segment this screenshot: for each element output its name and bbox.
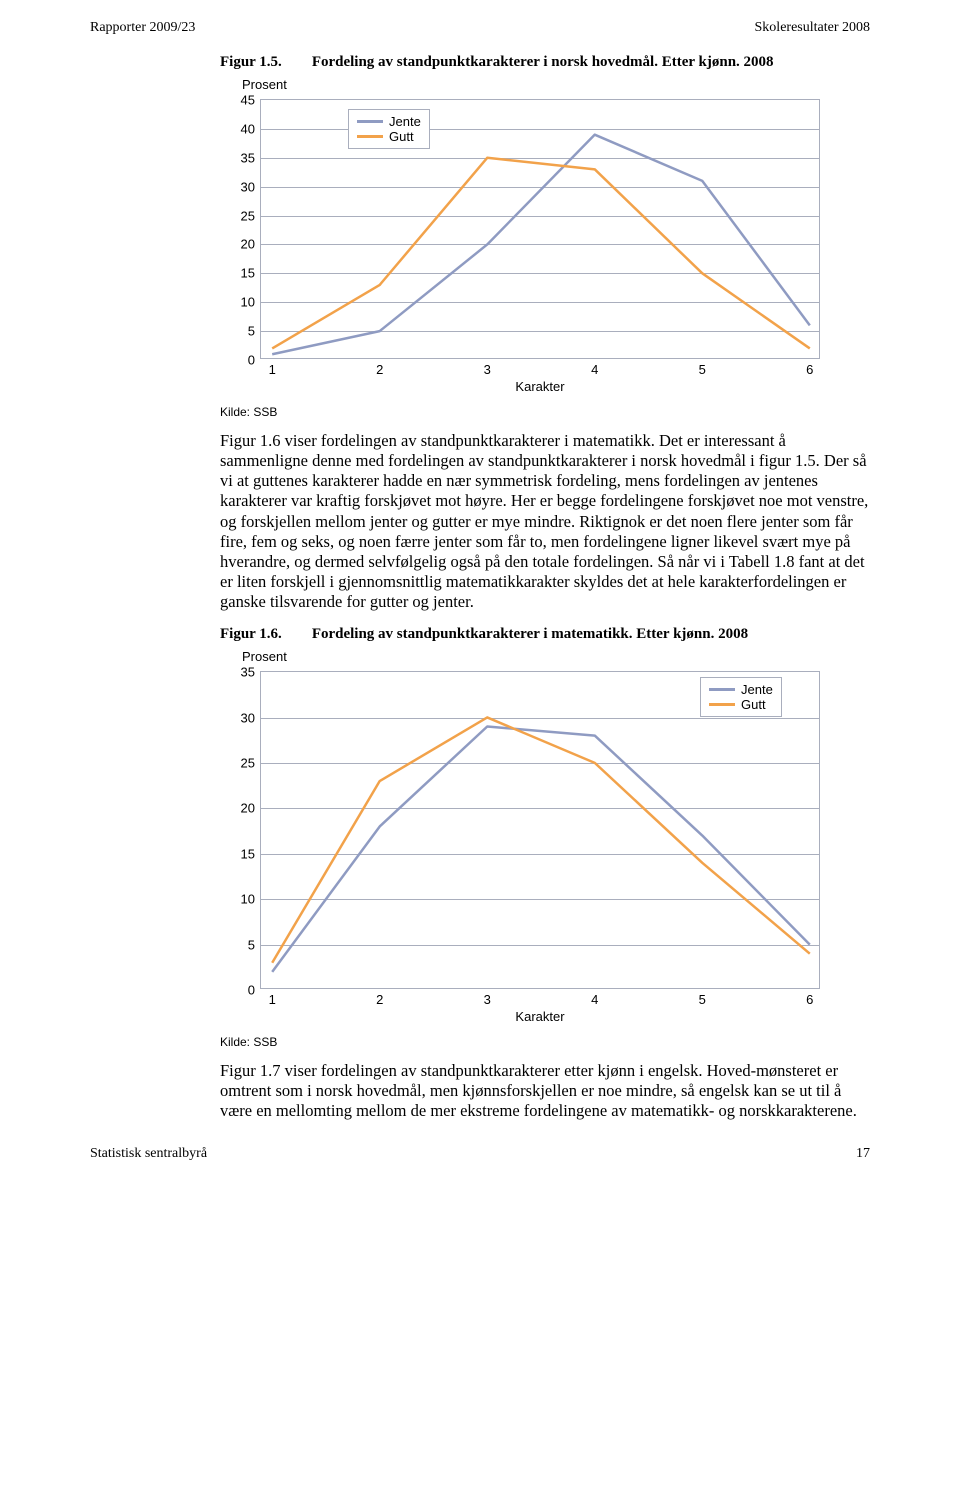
y-tick-label: 30 — [241, 179, 261, 194]
legend-label: Jente — [741, 682, 773, 697]
figure-label: Figur 1.6. — [220, 626, 282, 643]
legend-label: Gutt — [389, 129, 414, 144]
legend-item: Jente — [709, 682, 773, 697]
y-tick-label: 25 — [241, 208, 261, 223]
figure-1-6-title: Figur 1.6. Fordeling av standpunktkarakt… — [220, 626, 870, 643]
legend-label: Jente — [389, 114, 421, 129]
y-tick-label: 15 — [241, 846, 261, 861]
x-tick-label: 2 — [376, 988, 383, 1007]
x-tick-label: 4 — [591, 988, 598, 1007]
y-tick-label: 10 — [241, 892, 261, 907]
plot-area: 051015202530354045123456 — [260, 99, 820, 359]
y-axis-title: Prosent — [242, 77, 287, 92]
y-tick-label: 35 — [241, 665, 261, 680]
page-header: Rapporter 2009/23 Skoleresultater 2008 — [90, 20, 870, 36]
x-tick-label: 6 — [806, 988, 813, 1007]
footer-left: Statistisk sentralbyrå — [90, 1146, 207, 1162]
y-tick-label: 20 — [241, 237, 261, 252]
legend-item: Gutt — [357, 129, 421, 144]
x-tick-label: 3 — [484, 358, 491, 377]
figure-title-text: Fordeling av standpunktkarakterer i mate… — [312, 626, 748, 643]
paragraph-1: Figur 1.6 viser fordelingen av standpunk… — [220, 431, 870, 612]
y-tick-label: 5 — [248, 937, 261, 952]
x-tick-label: 5 — [699, 988, 706, 1007]
x-tick-label: 1 — [269, 358, 276, 377]
y-axis-title: Prosent — [242, 649, 287, 664]
figure-1-6-chart: 05101520253035123456ProsentKarakterJente… — [220, 649, 870, 1049]
y-tick-label: 25 — [241, 755, 261, 770]
legend-swatch — [709, 688, 735, 691]
legend-swatch — [357, 135, 383, 138]
y-tick-label: 40 — [241, 121, 261, 136]
y-tick-label: 45 — [241, 93, 261, 108]
legend-label: Gutt — [741, 697, 766, 712]
y-tick-label: 20 — [241, 801, 261, 816]
x-axis-title: Karakter — [515, 379, 564, 394]
x-axis-title: Karakter — [515, 1009, 564, 1024]
header-left: Rapporter 2009/23 — [90, 20, 195, 36]
legend-swatch — [709, 703, 735, 706]
footer-right: 17 — [856, 1146, 870, 1162]
figure-title-text: Fordeling av standpunktkarakterer i nors… — [312, 54, 774, 71]
y-tick-label: 10 — [241, 295, 261, 310]
legend: JenteGutt — [700, 677, 782, 717]
x-tick-label: 5 — [699, 358, 706, 377]
figure-1-6-source: Kilde: SSB — [220, 1035, 870, 1049]
y-tick-label: 35 — [241, 150, 261, 165]
y-tick-label: 0 — [248, 353, 261, 368]
legend: JenteGutt — [348, 109, 430, 149]
page-footer: Statistisk sentralbyrå 17 — [90, 1146, 870, 1162]
x-tick-label: 3 — [484, 988, 491, 1007]
figure-1-5-title: Figur 1.5. Fordeling av standpunktkarakt… — [220, 54, 870, 71]
plot-area: 05101520253035123456 — [260, 671, 820, 989]
y-tick-label: 15 — [241, 266, 261, 281]
figure-label: Figur 1.5. — [220, 54, 282, 71]
series-gutt — [261, 100, 821, 360]
legend-swatch — [357, 120, 383, 123]
legend-item: Jente — [357, 114, 421, 129]
header-right: Skoleresultater 2008 — [755, 20, 870, 36]
legend-item: Gutt — [709, 697, 773, 712]
x-tick-label: 1 — [269, 988, 276, 1007]
figure-1-5-chart: 051015202530354045123456ProsentKarakterJ… — [220, 77, 870, 419]
y-tick-label: 0 — [248, 983, 261, 998]
figure-1-5-source: Kilde: SSB — [220, 405, 870, 419]
x-tick-label: 4 — [591, 358, 598, 377]
x-tick-label: 2 — [376, 358, 383, 377]
series-gutt — [261, 672, 821, 990]
paragraph-2: Figur 1.7 viser fordelingen av standpunk… — [220, 1061, 870, 1121]
x-tick-label: 6 — [806, 358, 813, 377]
y-tick-label: 30 — [241, 710, 261, 725]
y-tick-label: 5 — [248, 324, 261, 339]
